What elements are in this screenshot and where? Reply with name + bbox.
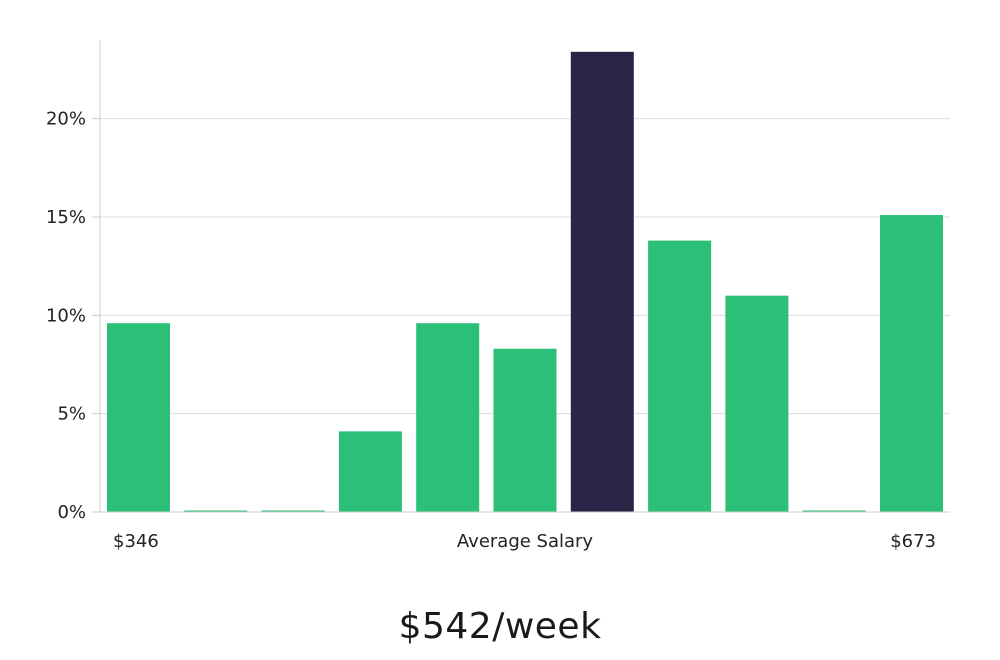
x-label-min: $346 xyxy=(113,531,159,552)
x-axis-title: Average Salary xyxy=(457,531,594,552)
bar xyxy=(416,323,480,512)
bar xyxy=(107,323,170,512)
y-tick-label: 10% xyxy=(46,305,86,326)
bar xyxy=(880,215,943,513)
y-tick-label: 5% xyxy=(57,404,86,425)
salary-histogram: 0% 5% 10% 15% 20% $346 Average Salary $673 xyxy=(46,40,950,552)
bar xyxy=(184,510,248,512)
bar xyxy=(725,295,789,512)
bar xyxy=(261,510,325,512)
x-label-max: $673 xyxy=(890,531,936,552)
bar-highlighted xyxy=(570,51,634,513)
average-salary-value: $542/week xyxy=(398,606,602,647)
bar xyxy=(338,431,402,512)
y-tick-label: 15% xyxy=(46,207,86,228)
y-axis-ticks: 0% 5% 10% 15% 20% xyxy=(46,109,100,523)
bar xyxy=(493,348,557,512)
y-tick-label: 20% xyxy=(46,109,86,130)
y-tick-label: 0% xyxy=(57,502,86,523)
bars xyxy=(107,51,943,513)
bar xyxy=(802,510,866,512)
bar xyxy=(648,240,712,512)
